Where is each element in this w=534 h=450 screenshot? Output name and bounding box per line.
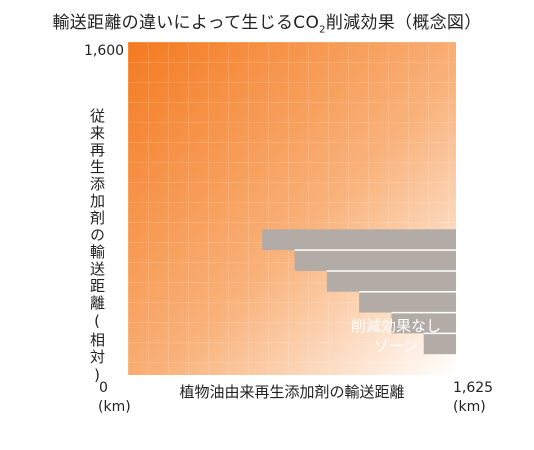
x-unit-left: (km) xyxy=(98,399,131,415)
y-tick-max: 1,600 xyxy=(84,43,125,59)
zone-step-1 xyxy=(262,229,456,251)
zone-label-line2: ゾーン xyxy=(374,337,418,355)
y-axis-label: 従来再生添加剤の輸送距離(相対) xyxy=(88,108,106,386)
x-axis-label: 植物油由来再生添加剤の輸送距離 xyxy=(179,383,405,401)
no-effect-zone xyxy=(262,229,456,355)
x-tick-max: 1,625 xyxy=(453,380,494,396)
x-unit-right: (km) xyxy=(453,399,486,415)
chart-title: 輸送距離の違いによって生じるCO2削減効果（概念図） xyxy=(52,13,482,36)
zone-label-line1: 削減効果なし xyxy=(351,317,441,335)
zone-step-4 xyxy=(359,291,456,313)
zone-step-3 xyxy=(326,270,456,292)
x-tick-zero: 0 xyxy=(99,380,108,396)
zone-step-5 xyxy=(391,312,456,334)
zone-step-2 xyxy=(294,250,456,271)
zone-step-6 xyxy=(423,333,456,355)
